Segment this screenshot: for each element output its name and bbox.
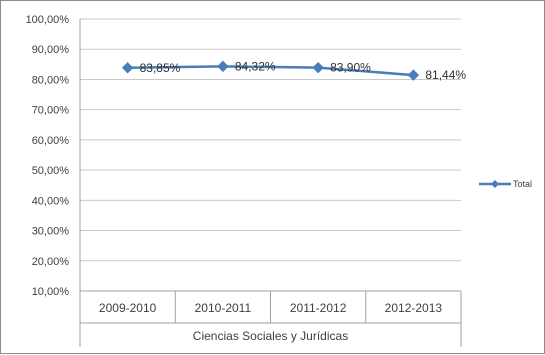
y-tick-label: 80,00% <box>32 74 70 86</box>
data-point-marker <box>217 60 229 73</box>
data-point-marker <box>407 69 420 81</box>
y-tick-label: 20,00% <box>32 256 70 268</box>
x-tick-label: 2011-2012 <box>290 301 347 315</box>
y-tick-label: 60,00% <box>32 135 70 147</box>
y-tick-label: 70,00% <box>32 105 70 117</box>
data-label: 84,32% <box>235 59 276 73</box>
y-axis-ticks: 100,00% 90,00% 80,00% 70,00% 60,00% 50,00% 40,… <box>26 14 70 298</box>
data-label: 83,85% <box>140 61 181 75</box>
y-tick-label: 30,00% <box>32 226 70 238</box>
x-axis: 2009-2010 2010-2011 2011-2012 2012-2013 Cien… <box>79 19 462 347</box>
series-total: 83,85% 84,32% 83,90% 81,44% <box>121 59 466 82</box>
y-tick-label: 40,00% <box>32 195 70 207</box>
data-label: 81,44% <box>425 68 466 82</box>
x-tick-label: 2012-2013 <box>385 301 443 315</box>
y-tick-label: 90,00% <box>32 44 70 56</box>
x-tick-label: 2010-2011 <box>195 301 252 315</box>
legend-label: Total <box>513 179 532 189</box>
data-label: 83,90% <box>330 61 371 75</box>
y-tick-label: 50,00% <box>32 165 70 177</box>
data-point-marker <box>121 62 134 74</box>
legend: Total <box>479 179 532 189</box>
x-tick-label: 2009-2010 <box>99 301 157 315</box>
y-tick-label: 10,00% <box>32 286 70 298</box>
data-point-marker <box>312 61 324 74</box>
series-line <box>127 65 414 77</box>
legend-marker <box>491 180 499 188</box>
y-tick-label: 100,00% <box>26 14 70 26</box>
x-group-label: Ciencias Sociales y Jurídicas <box>193 329 348 343</box>
